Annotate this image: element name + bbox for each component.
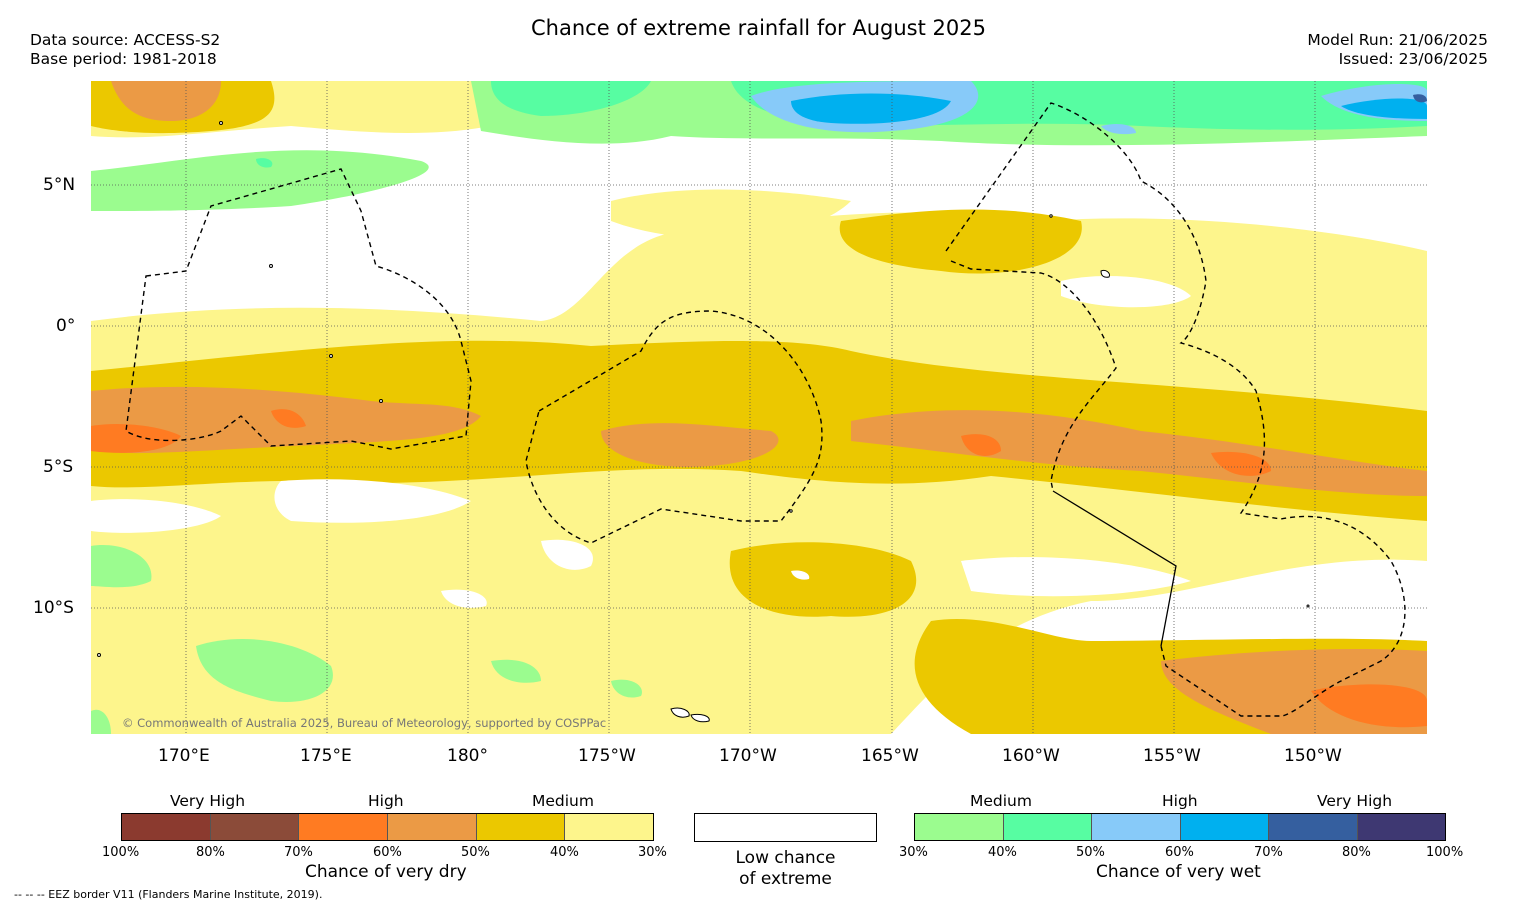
wet-colorbar	[914, 813, 1446, 841]
lat-label-5n: 5°N	[43, 175, 76, 195]
low-chance-caption-1: Low chance	[735, 848, 836, 868]
dry-colorbar	[121, 813, 654, 841]
dry-tick-70: 70%	[284, 845, 313, 860]
eez-borders	[125, 102, 1406, 717]
dry-swatch-2	[210, 814, 300, 840]
wet-tick-30: 30%	[899, 845, 928, 860]
lon-label-160w: 160°W	[1002, 746, 1060, 766]
wet-swatch-2	[1003, 814, 1092, 840]
islands	[97, 121, 1310, 723]
dry-swatch-6	[565, 814, 654, 840]
model-run: Model Run: 21/06/2025	[1307, 31, 1488, 49]
wet-level-high: High	[1162, 792, 1198, 810]
dry-swatch-3	[299, 814, 389, 840]
dry-60-70-region	[91, 409, 1427, 728]
base-period: Base period: 1981-2018	[30, 50, 217, 68]
wet-swatch-3	[1092, 814, 1181, 840]
dry-tick-40: 40%	[550, 845, 579, 860]
wet-swatch-6	[1357, 814, 1445, 840]
dry-tick-30: 30%	[638, 845, 667, 860]
rainfall-map	[91, 81, 1427, 734]
map-title: Chance of extreme rainfall for August 20…	[531, 16, 986, 40]
wet-level-very-high: Very High	[1317, 792, 1393, 810]
copyright-notice: © Commonwealth of Australia 2025, Bureau…	[122, 716, 607, 730]
wet-70-80-region	[1413, 94, 1427, 103]
wet-swatch-1	[915, 814, 1004, 840]
wet-swatch-4	[1180, 814, 1269, 840]
dry-tick-80: 80%	[196, 845, 225, 860]
dry-tick-50: 50%	[461, 845, 490, 860]
lon-label-150w: 150°W	[1284, 746, 1342, 766]
lat-label-0: 0°	[56, 316, 76, 336]
rainfall-map-canvas	[91, 81, 1427, 734]
dry-swatch-5	[476, 814, 566, 840]
eez-solid-border	[1052, 490, 1177, 647]
wet-swatch-5	[1269, 814, 1358, 840]
graticule	[91, 81, 1427, 734]
wet-tick-50: 50%	[1076, 845, 1105, 860]
dry-tick-100: 100%	[102, 845, 140, 860]
eez-footnote: -- -- -- EEZ border V11 (Flanders Marine…	[14, 888, 323, 901]
wet-tick-60: 60%	[1165, 845, 1194, 860]
dry-tick-60: 60%	[373, 845, 402, 860]
wet-tick-80: 80%	[1342, 845, 1371, 860]
wet-caption: Chance of very wet	[1096, 862, 1261, 882]
dry-level-high: High	[368, 792, 404, 810]
lon-label-155w: 155°W	[1143, 746, 1201, 766]
data-source: Data source: ACCESS-S2	[30, 31, 221, 49]
dry-swatch-1	[122, 814, 211, 840]
lat-label-10s: 10°S	[33, 598, 74, 618]
dry-caption: Chance of very dry	[305, 862, 467, 882]
lon-label-180: 180°	[447, 746, 488, 766]
lon-label-175w: 175°W	[578, 746, 636, 766]
low-chance-areas	[91, 276, 1191, 638]
dry-level-medium: Medium	[532, 792, 594, 810]
lon-label-170e: 170°E	[158, 746, 210, 766]
lon-label-175e: 175°E	[300, 746, 352, 766]
wet-60-70-region	[791, 93, 1427, 124]
wet-level-medium: Medium	[970, 792, 1032, 810]
lon-label-165w: 165°W	[861, 746, 919, 766]
low-chance-caption-2: of extreme	[739, 869, 832, 889]
wet-tick-70: 70%	[1254, 845, 1283, 860]
lat-label-5s: 5°S	[43, 457, 74, 477]
wet-tick-100: 100%	[1426, 845, 1464, 860]
dry-level-very-high: Very High	[170, 792, 246, 810]
lon-label-170w: 170°W	[719, 746, 777, 766]
wet-tick-40: 40%	[988, 845, 1017, 860]
issued-date: Issued: 23/06/2025	[1338, 50, 1488, 68]
dry-swatch-4	[388, 814, 477, 840]
low-chance-swatch	[694, 813, 877, 842]
